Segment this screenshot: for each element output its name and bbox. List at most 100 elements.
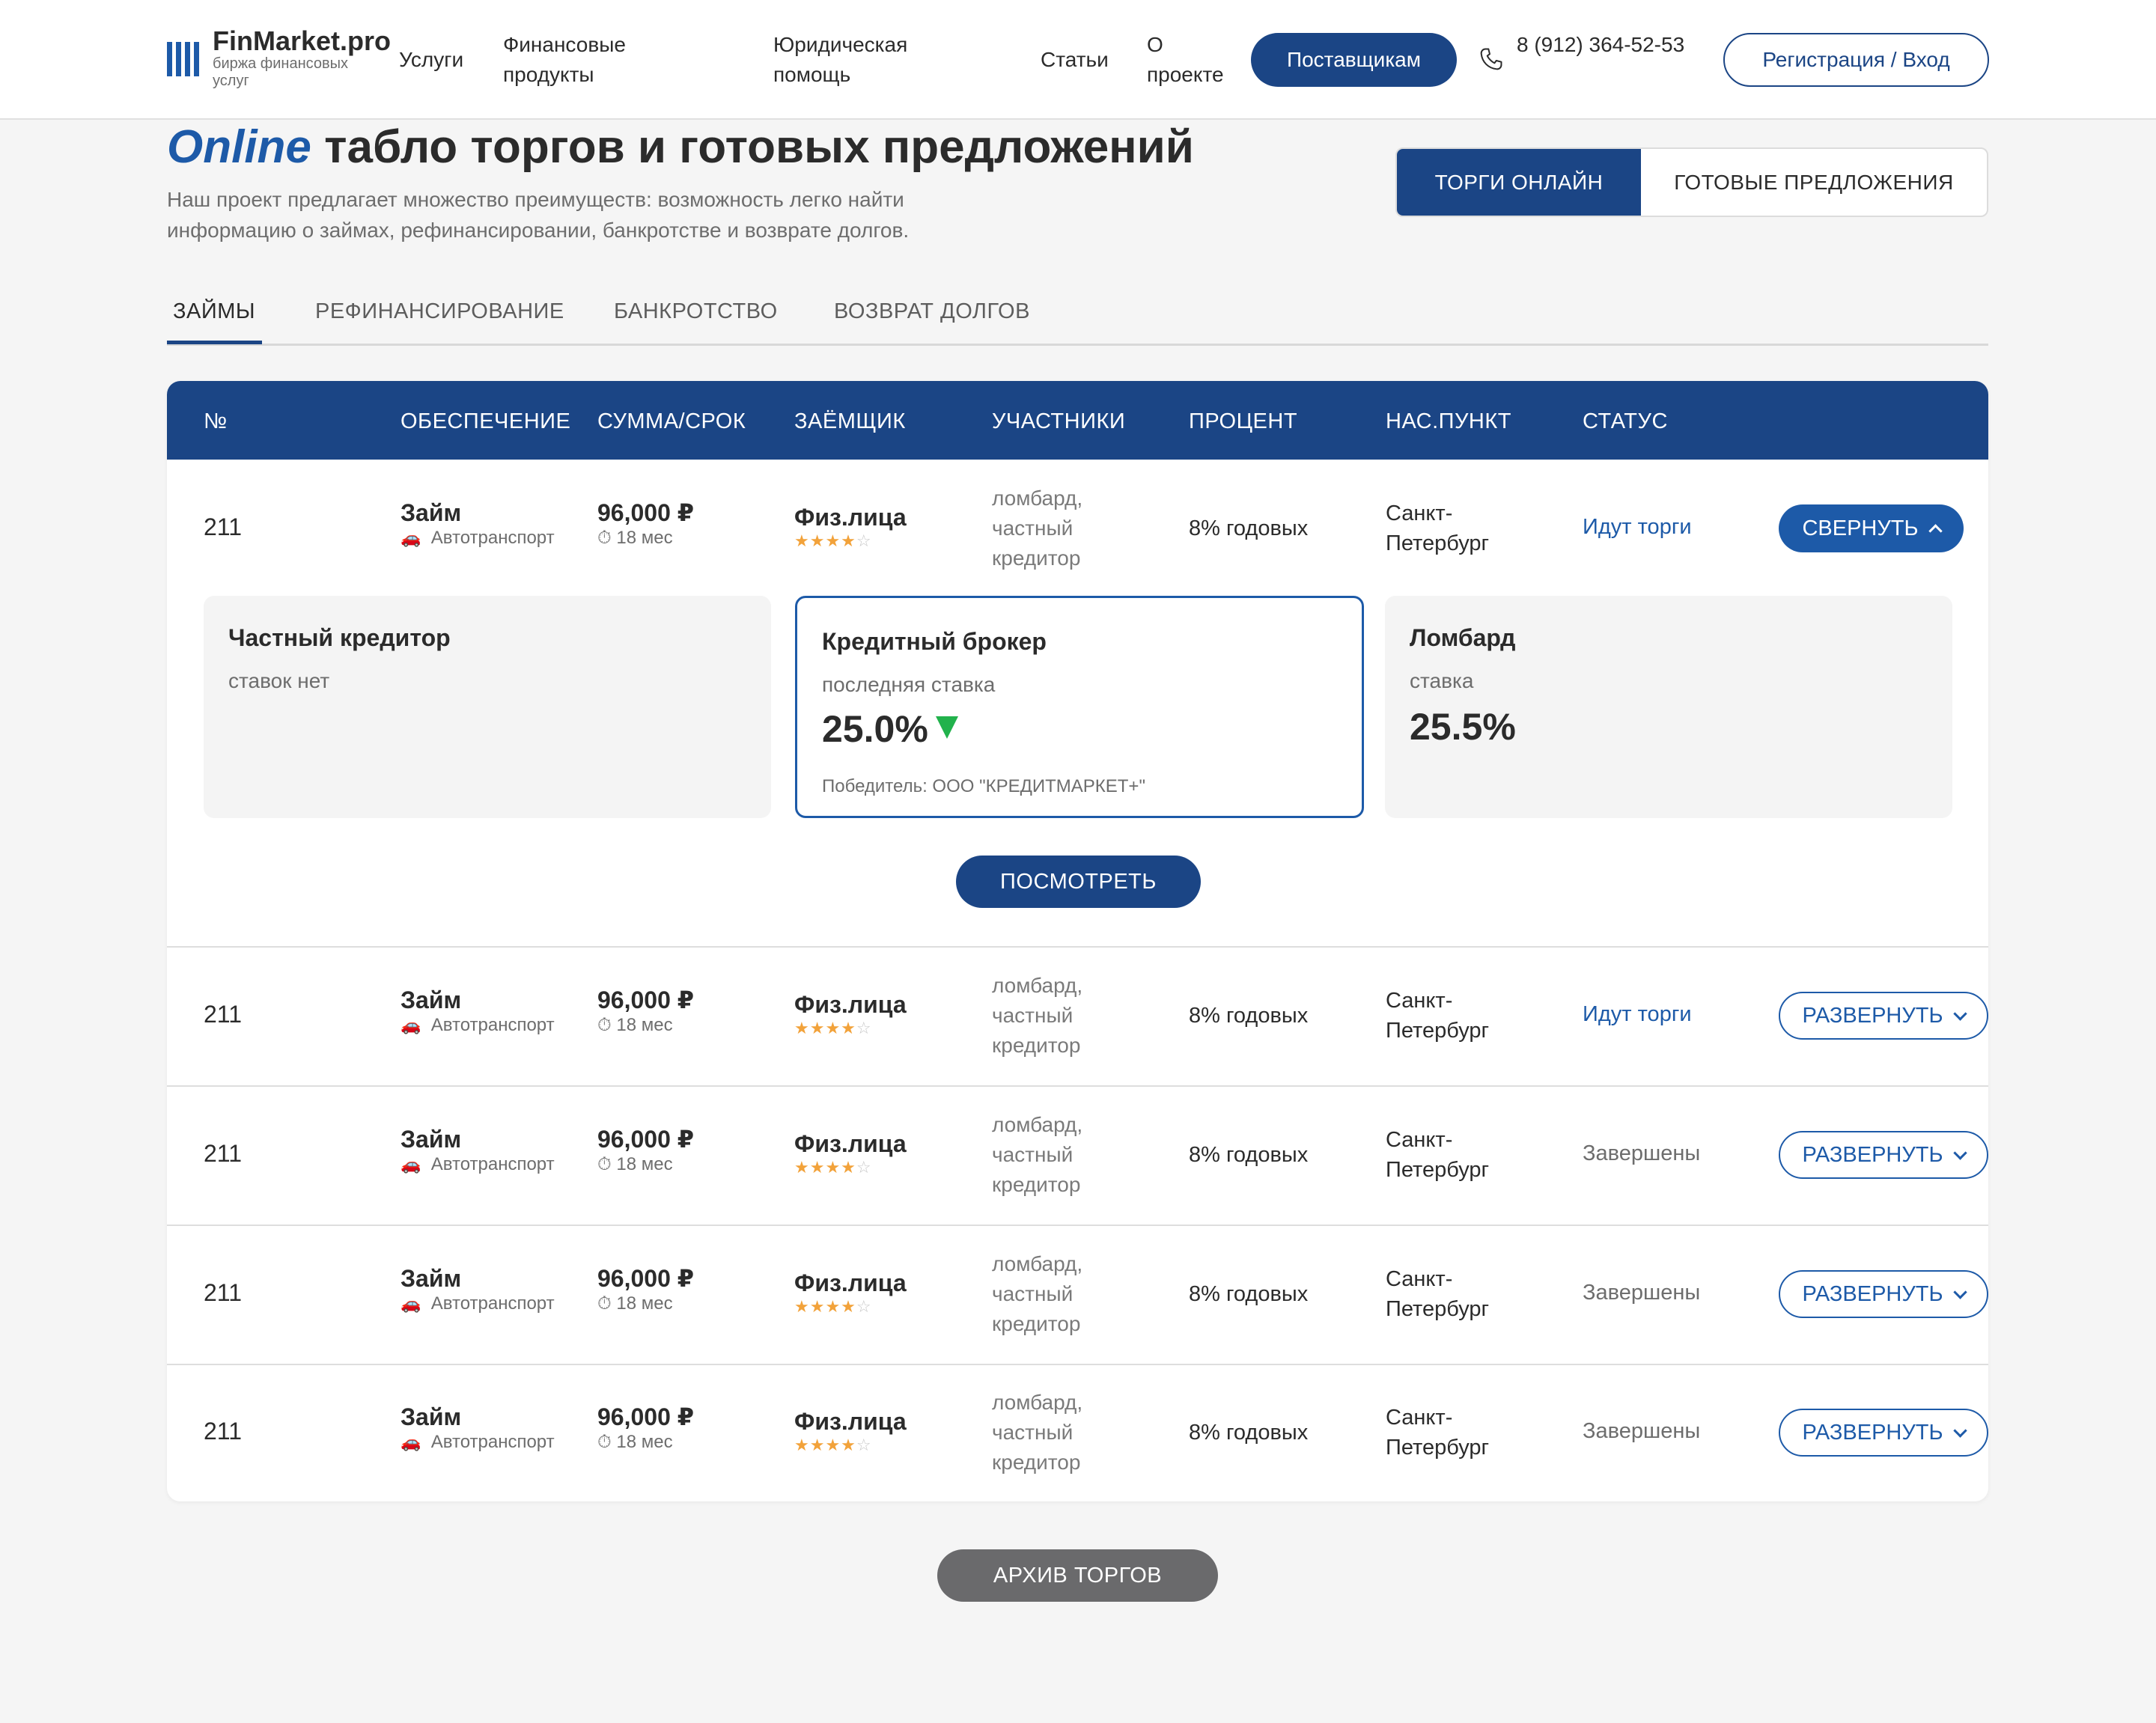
status-badge: Идут торги bbox=[1583, 515, 1692, 539]
city: Санкт-Петербург bbox=[1386, 501, 1490, 555]
switch-online-trades[interactable]: ТОРГИ ОНЛАЙН bbox=[1397, 149, 1641, 216]
collateral-cell: Займ 🚗 Автотранспорт bbox=[401, 498, 555, 549]
rating-stars-icon: ★★★★☆ bbox=[794, 531, 872, 550]
logo[interactable]: FinMarket.pro биржа финансовых услуг bbox=[167, 27, 391, 90]
expand-button[interactable]: РАЗВЕРНУТЬ bbox=[1779, 1131, 1988, 1179]
nav-financial-products[interactable]: Финансовые продукты bbox=[503, 33, 626, 86]
participants: ломбард, частный кредитор bbox=[992, 1391, 1083, 1474]
bid-card-credit-broker: Кредитный брокер последняя ставка 25.0% … bbox=[795, 596, 1364, 818]
term-text: 18 мес bbox=[616, 1154, 673, 1174]
collapse-button[interactable]: СВЕРНУТЬ bbox=[1779, 504, 1964, 552]
loan-type: Займ bbox=[401, 1126, 462, 1153]
nav-legal-help[interactable]: Юридическая помощь bbox=[773, 33, 908, 86]
collateral-type: 🚗 Автотранспорт bbox=[401, 1153, 555, 1176]
borrower-cell: Физ.лица ★★★★☆ bbox=[794, 990, 907, 1038]
row-number: 211 bbox=[204, 513, 243, 540]
row-number: 211 bbox=[204, 1001, 243, 1028]
city: Санкт-Петербург bbox=[1386, 989, 1490, 1043]
term: ⏱ 18 мес bbox=[597, 527, 694, 549]
bid-card-value: 25.0% bbox=[822, 707, 958, 751]
row-number: 211 bbox=[204, 1279, 243, 1306]
active-tab-indicator bbox=[167, 341, 262, 344]
collateral-text: Автотранспорт bbox=[430, 1432, 555, 1452]
car-icon: 🚗 bbox=[401, 528, 421, 547]
borrower-cell: Физ.лица ★★★★☆ bbox=[794, 503, 907, 551]
status-badge: Завершены bbox=[1583, 1281, 1701, 1305]
rating-stars-icon: ★★★★☆ bbox=[794, 1019, 872, 1037]
login-button[interactable]: Регистрация / Вход bbox=[1723, 33, 1989, 87]
suppliers-button[interactable]: Поставщикам bbox=[1251, 33, 1457, 87]
collateral-text: Автотранспорт bbox=[430, 1154, 555, 1174]
nav-about[interactable]: О проекте bbox=[1147, 33, 1224, 86]
participants: ломбард, частный кредитор bbox=[992, 1113, 1083, 1196]
amount: 96,000 ₽ bbox=[597, 499, 695, 526]
tab-loans[interactable]: ЗАЙМЫ bbox=[173, 299, 256, 323]
loan-type: Займ bbox=[401, 1403, 462, 1430]
col-city: НАС.ПУНКТ bbox=[1386, 409, 1511, 433]
amount-cell: 96,000 ₽ ⏱ 18 мес bbox=[597, 1125, 694, 1176]
term-text: 18 мес bbox=[616, 1432, 673, 1452]
rate: 8% годовых bbox=[1189, 1421, 1309, 1445]
nav-services[interactable]: Услуги bbox=[399, 48, 464, 71]
archive-button[interactable]: АРХИВ ТОРГОВ bbox=[937, 1549, 1218, 1602]
clock-icon: ⏱ bbox=[597, 1154, 612, 1174]
status-badge: Завершены bbox=[1583, 1141, 1701, 1165]
term: ⏱ 18 мес bbox=[597, 1153, 694, 1176]
logo-subtitle: биржа финансовых услуг bbox=[213, 55, 348, 89]
page-description: Наш проект предлагает множество преимуще… bbox=[167, 188, 910, 242]
table-header: № ОБЕСПЕЧЕНИЕ СУММА/СРОК ЗАЁМЩИК УЧАСТНИ… bbox=[167, 381, 1988, 460]
borrower: Физ.лица bbox=[794, 991, 907, 1018]
expand-label: РАЗВЕРНУТЬ bbox=[1802, 1281, 1943, 1306]
tab-debt-recovery[interactable]: ВОЗВРАТ ДОЛГОВ bbox=[834, 299, 1030, 323]
car-icon: 🚗 bbox=[401, 1155, 421, 1174]
rate: 8% годовых bbox=[1189, 516, 1309, 540]
participants: ломбард, частный кредитор bbox=[992, 487, 1083, 570]
expand-button[interactable]: РАЗВЕРНУТЬ bbox=[1779, 1270, 1988, 1318]
switch-ready-offers[interactable]: ГОТОВЫЕ ПРЕДЛОЖЕНИЯ bbox=[1674, 170, 1954, 194]
term-text: 18 мес bbox=[616, 1293, 673, 1314]
logo-bars-icon bbox=[167, 42, 199, 90]
car-icon: 🚗 bbox=[401, 1294, 421, 1313]
tab-refinancing[interactable]: РЕФИНАНСИРОВАНИЕ bbox=[315, 299, 564, 323]
view-switch: ТОРГИ ОНЛАЙН ГОТОВЫЕ ПРЕДЛОЖЕНИЯ bbox=[1395, 147, 1988, 217]
bid-card-pawnshop: Ломбард ставка 25.5% bbox=[1385, 596, 1952, 818]
term: ⏱ 18 мес bbox=[597, 1431, 694, 1454]
trades-table: № ОБЕСПЕЧЕНИЕ СУММА/СРОК ЗАЁМЩИК УЧАСТНИ… bbox=[167, 381, 1988, 1501]
car-icon: 🚗 bbox=[401, 1016, 421, 1034]
participants: ломбард, частный кредитор bbox=[992, 1252, 1083, 1335]
col-status: СТАТУС bbox=[1583, 409, 1668, 433]
expand-label: РАЗВЕРНУТЬ bbox=[1802, 1142, 1943, 1167]
expand-button[interactable]: РАЗВЕРНУТЬ bbox=[1779, 992, 1988, 1040]
bid-card-label: последняя ставка bbox=[822, 673, 996, 696]
amount-cell: 96,000 ₽ ⏱ 18 мес bbox=[597, 1403, 694, 1454]
expand-button[interactable]: РАЗВЕРНУТЬ bbox=[1779, 1409, 1988, 1457]
loan-type: Займ bbox=[401, 986, 462, 1013]
table-row: 211 Займ 🚗 Автотранспорт 96,000 ₽ ⏱ 18 м… bbox=[167, 1085, 1988, 1225]
collateral-type: 🚗 Автотранспорт bbox=[401, 1293, 555, 1315]
amount: 96,000 ₽ bbox=[597, 1126, 695, 1153]
title-accent: Online bbox=[167, 121, 311, 173]
status-badge: Идут торги bbox=[1583, 1002, 1692, 1026]
clock-icon: ⏱ bbox=[597, 1015, 612, 1035]
view-button[interactable]: ПОСМОТРЕТЬ bbox=[956, 856, 1201, 908]
loan-type: Займ bbox=[401, 499, 462, 526]
borrower: Физ.лица bbox=[794, 1130, 907, 1157]
bid-card-title: Кредитный брокер bbox=[822, 628, 1047, 655]
col-collateral: ОБЕСПЕЧЕНИЕ bbox=[401, 409, 571, 433]
city: Санкт-Петербург bbox=[1386, 1406, 1490, 1460]
car-icon: 🚗 bbox=[401, 1433, 421, 1451]
nav-articles[interactable]: Статьи bbox=[1041, 48, 1109, 71]
chevron-down-icon bbox=[1952, 1006, 1967, 1021]
expand-label: РАЗВЕРНУТЬ bbox=[1802, 1003, 1943, 1028]
term-text: 18 мес bbox=[616, 528, 673, 548]
tab-bankruptcy[interactable]: БАНКРОТСТВО bbox=[614, 299, 778, 323]
collateral-cell: Займ 🚗 Автотранспорт bbox=[401, 1403, 555, 1454]
bid-card-label: ставок нет bbox=[228, 669, 330, 692]
row-number: 211 bbox=[204, 1418, 243, 1445]
phone-number[interactable]: 8 (912) 364-52-53 bbox=[1517, 33, 1685, 56]
bid-card-title: Ломбард bbox=[1410, 624, 1516, 651]
phone-icon bbox=[1480, 48, 1502, 70]
bid-card-title: Частный кредитор bbox=[228, 624, 451, 651]
status-badge: Завершены bbox=[1583, 1419, 1701, 1443]
chevron-down-icon bbox=[1952, 1284, 1967, 1299]
